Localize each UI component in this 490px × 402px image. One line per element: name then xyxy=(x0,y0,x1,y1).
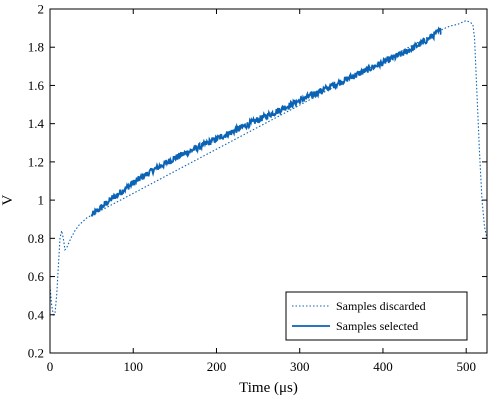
x-axis-label: Time (μs) xyxy=(239,380,298,396)
x-tick-label-500: 500 xyxy=(456,359,476,374)
y-tick-label-1.2: 1.2 xyxy=(28,154,44,169)
y-tick-label-1: 1 xyxy=(38,193,45,208)
series-layer xyxy=(49,19,488,317)
y-tick-label-1.6: 1.6 xyxy=(28,78,45,93)
y-tick-label-0.2: 0.2 xyxy=(28,346,44,361)
y-tick-label-0.6: 0.6 xyxy=(28,269,45,284)
y-tick-label-1.8: 1.8 xyxy=(28,40,44,55)
legend-label-samples-selected: Samples selected xyxy=(336,319,418,333)
series-samples-selected xyxy=(90,26,442,217)
x-tick-label-200: 200 xyxy=(207,359,227,374)
legend-box xyxy=(285,291,468,341)
x-tick-label-100: 100 xyxy=(123,359,143,374)
legend: Samples discarded Samples selected xyxy=(285,291,468,341)
ticks-layer: 0 100 200 300 400 500 0.2 0.4 0.6 0.8 1 1.2 1.4 1.6 1.… xyxy=(28,2,487,374)
legend-label-samples-discarded: Samples discarded xyxy=(336,299,426,313)
y-tick-label-0.8: 0.8 xyxy=(28,231,44,246)
y-tick-label-1.4: 1.4 xyxy=(28,116,45,131)
x-tick-label-400: 400 xyxy=(373,359,393,374)
x-tick-label-0: 0 xyxy=(47,359,54,374)
x-tick-label-300: 300 xyxy=(290,359,310,374)
y-axis-label: V xyxy=(0,195,16,206)
y-tick-label-0.4: 0.4 xyxy=(28,307,45,322)
y-tick-label-2: 2 xyxy=(38,2,45,17)
series-samples-discarded xyxy=(49,19,488,317)
axes-frame xyxy=(49,8,488,354)
